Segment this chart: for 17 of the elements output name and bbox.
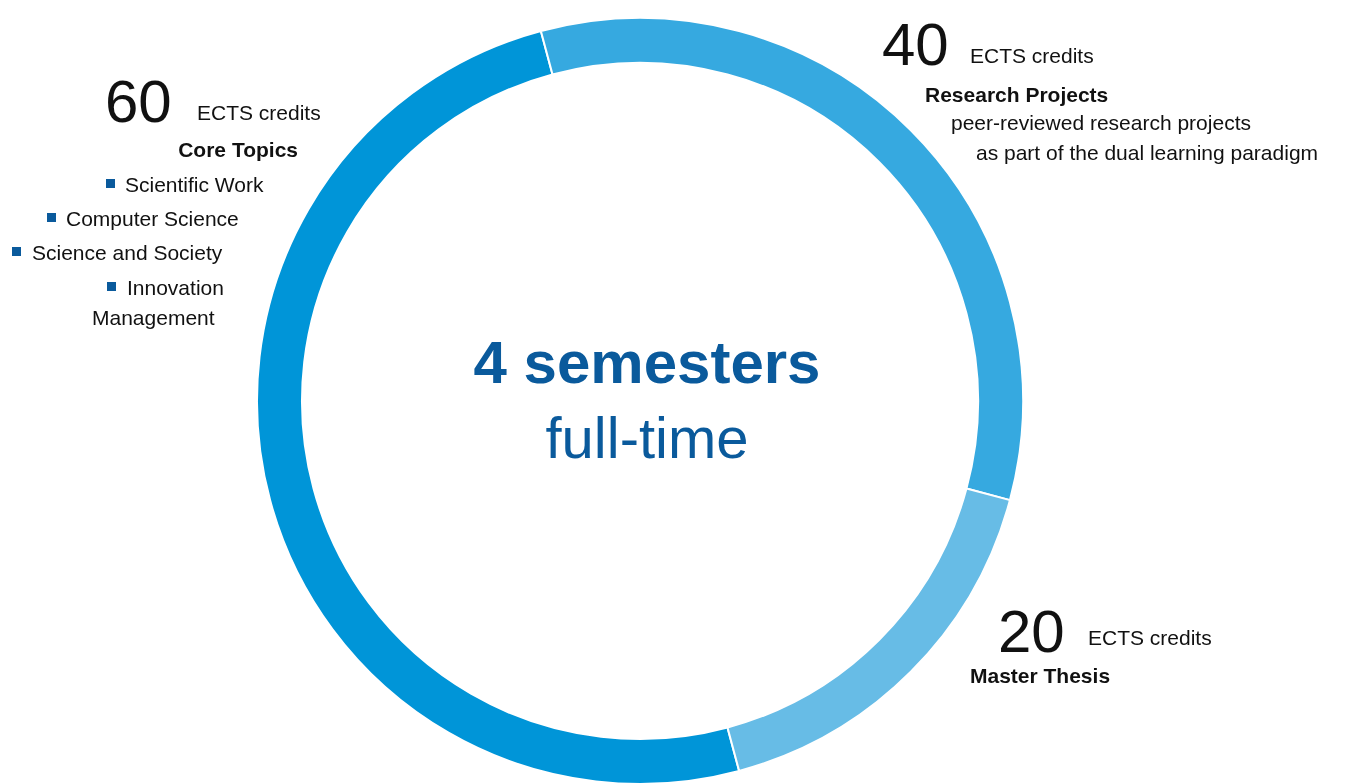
text: 4 semesters bbox=[473, 329, 821, 396]
slice-label: Core Topics bbox=[178, 138, 298, 161]
text: ECTS credits bbox=[197, 101, 321, 124]
text: Scientific Work bbox=[125, 173, 264, 196]
text: Innovation Management bbox=[92, 276, 224, 329]
data-label: 20 bbox=[998, 598, 1065, 665]
slice-label: Master Thesis bbox=[970, 664, 1111, 687]
data-label: 60 bbox=[105, 68, 172, 135]
text: Computer Science bbox=[66, 207, 239, 230]
text: ECTS credits bbox=[1088, 626, 1212, 649]
text: Science and Society bbox=[32, 241, 223, 264]
text: full-time bbox=[545, 405, 749, 470]
data-label: 40 bbox=[882, 11, 949, 78]
text: as part of the dual learning paradigm bbox=[976, 141, 1319, 164]
text: ECTS credits bbox=[970, 44, 1094, 67]
slice-label: Research Projects bbox=[925, 83, 1109, 106]
text: peer-reviewed research projects bbox=[951, 111, 1251, 134]
